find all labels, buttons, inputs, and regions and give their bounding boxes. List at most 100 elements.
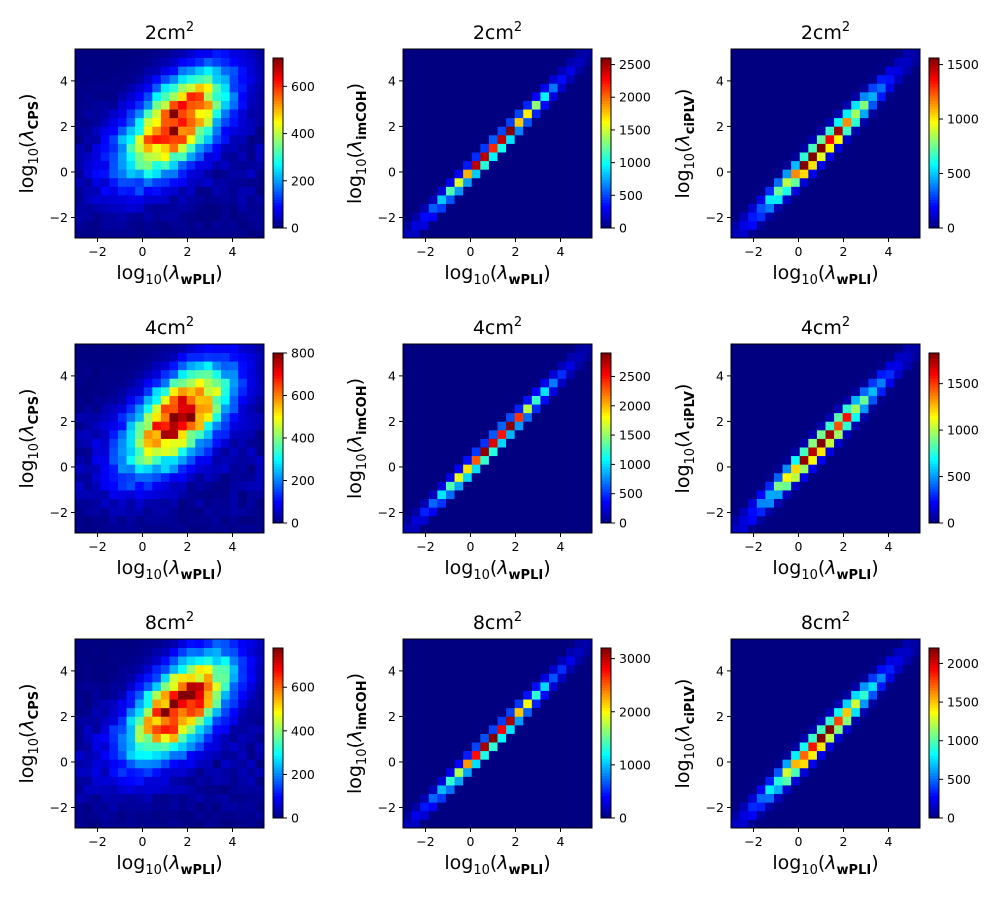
y-tick-label: 2 (388, 414, 396, 429)
heatmap-cell (523, 699, 533, 709)
heatmap-cell (143, 733, 153, 743)
heatmap-cell (480, 481, 490, 491)
heatmap-cell (186, 361, 196, 371)
heatmap-cell (523, 664, 533, 674)
heatmap-cell (246, 186, 256, 196)
heatmap-cell (842, 126, 852, 136)
heatmap-cell (437, 57, 447, 67)
heatmap-cell (902, 344, 912, 353)
heatmap-cell (152, 785, 162, 795)
heatmap-cell (126, 344, 136, 353)
heatmap-cell (160, 498, 170, 508)
heatmap-cell (83, 412, 93, 422)
heatmap-cell (557, 83, 567, 93)
heatmap-cell (885, 177, 895, 187)
heatmap-cell (471, 352, 481, 362)
heatmap-cell (765, 793, 775, 803)
subplot-title: 4cm2 (145, 315, 194, 339)
heatmap-cell (731, 793, 740, 803)
heatmap-cell (126, 378, 136, 388)
heatmap-cell (126, 352, 136, 362)
heatmap-cell (238, 177, 248, 187)
heatmap-cell (825, 169, 835, 179)
heatmap-cell (212, 74, 222, 84)
colorbar-tick-label: 1000 (947, 423, 979, 438)
heatmap-cell (143, 447, 153, 457)
heatmap-cell (463, 117, 473, 127)
heatmap-cell (523, 793, 533, 803)
heatmap-cell (454, 74, 464, 84)
heatmap-cell (868, 498, 878, 508)
heatmap-cell (437, 117, 447, 127)
heatmap-cell (791, 126, 801, 136)
heatmap-cell (255, 785, 265, 795)
heatmap-cell (911, 490, 921, 500)
heatmap-cell (506, 160, 516, 170)
heatmap-cell (851, 152, 861, 162)
heatmap-cell (816, 481, 826, 491)
heatmap-cell (739, 212, 749, 222)
heatmap-cell (756, 352, 766, 362)
heatmap-cell (178, 716, 188, 726)
heatmap-cell (834, 229, 844, 239)
heatmap-cell (557, 429, 567, 439)
heatmap-cell (549, 134, 559, 144)
colorbar-segment (601, 687, 611, 691)
heatmap-cell (186, 344, 196, 353)
heatmap-cell (782, 74, 792, 84)
heatmap-cell (437, 447, 447, 457)
heatmap-cell (203, 395, 213, 405)
heatmap-cell (868, 169, 878, 179)
heatmap-cell (411, 639, 421, 648)
heatmap-cell (445, 160, 455, 170)
colorbar-segment (601, 143, 611, 147)
heatmap-cell (885, 369, 895, 379)
heatmap-cell (255, 515, 265, 525)
heatmap-cell (877, 515, 887, 525)
heatmap-cell (428, 733, 438, 743)
heatmap-cell (583, 100, 593, 110)
heatmap-cell (203, 369, 213, 379)
heatmap-cell (100, 515, 110, 525)
heatmap-cell (574, 100, 584, 110)
heatmap-cell (566, 160, 576, 170)
heatmap-cell (514, 361, 524, 371)
heatmap-cell (203, 229, 213, 239)
heatmap-cell (420, 785, 430, 795)
heatmap-cell (739, 83, 749, 93)
heatmap-cell (851, 186, 861, 196)
heatmap-cell (583, 724, 593, 734)
heatmap-cell (808, 759, 818, 769)
heatmap-cell (851, 126, 861, 136)
heatmap-cell (221, 83, 231, 93)
heatmap-cell (506, 750, 516, 760)
heatmap-cell (100, 447, 110, 457)
heatmap-cell (229, 229, 239, 239)
heatmap-cell (463, 447, 473, 457)
heatmap-cell (834, 507, 844, 517)
heatmap-cell (403, 361, 412, 371)
colorbar-segment (929, 398, 939, 402)
heatmap-cell (748, 819, 758, 829)
heatmap-cell (135, 169, 145, 179)
heatmap-cell (842, 742, 852, 752)
heatmap-cell (748, 83, 758, 93)
heatmap-cell (221, 169, 231, 179)
heatmap-cell (445, 438, 455, 448)
heatmap-cell (497, 716, 507, 726)
heatmap-cell (178, 724, 188, 734)
heatmap-cell (403, 776, 412, 786)
heatmap-cell (403, 464, 412, 474)
heatmap-cell (83, 74, 93, 84)
colorbar-segment (601, 404, 611, 408)
heatmap-cell (756, 656, 766, 666)
colorbar-segment (601, 423, 611, 428)
heatmap-cell (420, 802, 430, 812)
heatmap-cell (825, 673, 835, 683)
heatmap-cell (169, 750, 179, 760)
heatmap-cell (437, 656, 447, 666)
heatmap-cell (748, 344, 758, 353)
heatmap-cell (739, 177, 749, 187)
heatmap-cell (842, 464, 852, 474)
heatmap-cell (109, 716, 119, 726)
